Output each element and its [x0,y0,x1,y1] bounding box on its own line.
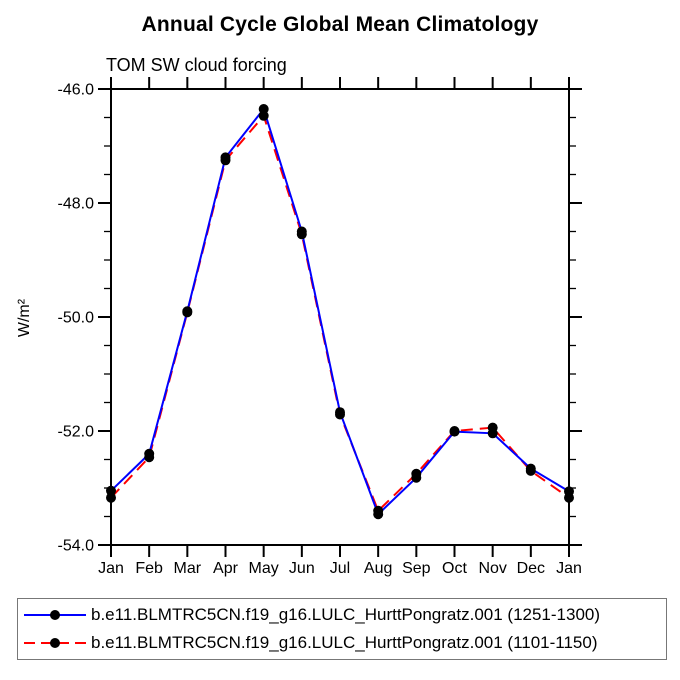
y-tick-label: -48.0 [58,196,95,213]
plot-box [110,88,570,546]
x-tick-label: Apr [213,560,239,577]
legend-label: b.e11.BLMTRC5CN.f19_g16.LULC_HurttPongra… [91,633,598,653]
legend-label: b.e11.BLMTRC5CN.f19_g16.LULC_HurttPongra… [91,604,601,624]
x-tick-label: Jan [98,560,124,577]
chart-subtitle: TOM SW cloud forcing [106,55,287,75]
data-point-marker [258,110,269,121]
data-point-marker [220,155,231,166]
data-point-marker [106,485,116,496]
data-point-marker [487,422,498,433]
series-line-1 [110,113,570,513]
legend-item: b.e11.BLMTRC5CN.f19_g16.LULC_HurttPongra… [18,630,666,656]
data-point-marker [411,468,422,479]
legend: b.e11.BLMTRC5CN.f19_g16.LULC_HurttPongra… [17,598,667,660]
x-tick-label: Dec [517,560,545,577]
y-tick-label: -52.0 [58,424,95,441]
x-tick-label: Jul [330,560,350,577]
y-tick-label: -46.0 [58,82,95,99]
x-tick-label: Aug [364,560,392,577]
y-tick-label: -50.0 [58,310,95,327]
plot-area: Jan Feb Mar Apr May Jun Jul Aug Sep Oct Nov Dec Jan-… [58,77,582,577]
series-line-0 [110,106,570,516]
legend-marker-icon [50,638,60,649]
x-tick-label: May [249,560,279,577]
x-tick-label: Sep [402,560,431,577]
x-tick-label: Nov [478,560,506,577]
x-tick-label: Jan [556,560,582,577]
data-point-marker [106,492,116,503]
chart-title: Annual Cycle Global Mean Climatology [141,13,539,36]
legend-marker-icon [50,609,60,620]
x-tick-label: Oct [442,560,467,577]
legend-line-sample-solid [24,609,86,620]
data-point-marker [182,307,193,318]
data-point-marker [144,452,155,463]
data-point-marker [449,426,460,436]
x-tick-label: Jun [289,560,315,577]
y-tick-label: -54.0 [58,538,95,555]
data-point-marker [564,492,574,503]
data-point-marker [335,409,345,420]
legend-line-sample-dashed [24,638,86,649]
x-tick-label: Mar [174,560,202,577]
data-point-marker [373,505,384,516]
data-point-marker [296,229,307,240]
data-point-marker [525,465,536,476]
legend-item: b.e11.BLMTRC5CN.f19_g16.LULC_HurttPongra… [18,602,666,628]
x-tick-label: Feb [135,560,163,577]
